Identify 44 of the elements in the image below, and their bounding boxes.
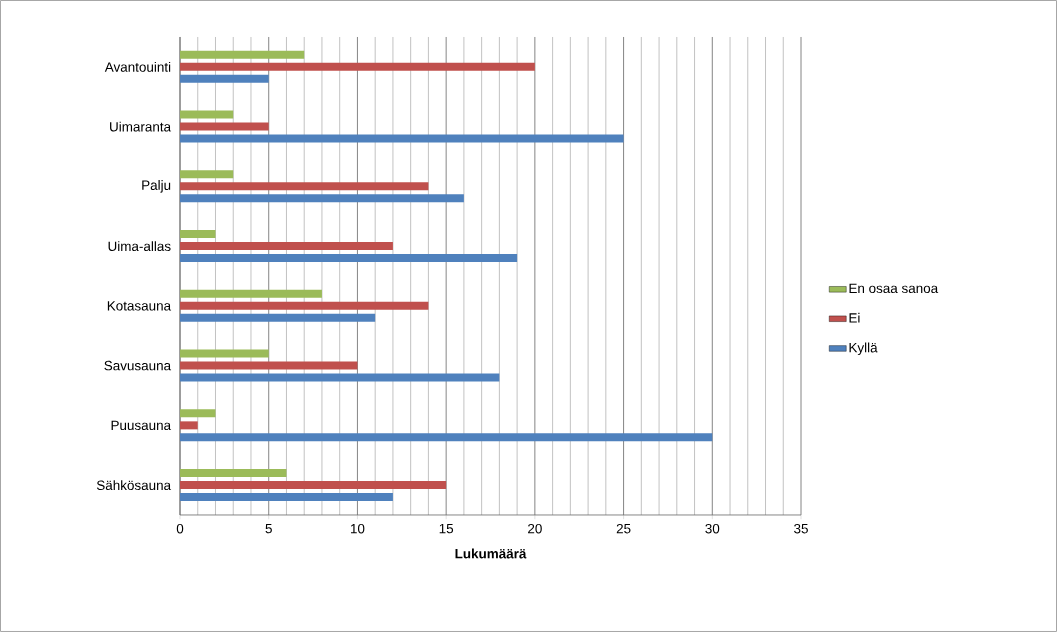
bar: [180, 134, 624, 143]
x-tick-label: 0: [176, 523, 184, 534]
x-axis-title: Lukumäärä: [455, 548, 527, 559]
y-tick-label: Kotasauna: [107, 301, 172, 311]
bar: [180, 74, 269, 83]
y-tick-label: Puusauna: [111, 420, 172, 431]
bar: [180, 421, 198, 430]
bar: [180, 194, 464, 203]
bar: [180, 50, 305, 59]
bar: [180, 254, 518, 263]
x-tick-label: 5: [265, 523, 272, 534]
bar: [180, 349, 269, 358]
bar: [180, 289, 322, 298]
legend-label: En osaa sanoa: [849, 283, 939, 294]
bar: [180, 361, 358, 370]
bar: [180, 373, 500, 382]
y-tick-label: Sähkösauna: [96, 480, 172, 491]
y-tick-label: Uimaranta: [110, 121, 172, 132]
y-tick-label: Avantouinti: [104, 61, 171, 72]
legend-label: Kyllä: [849, 342, 878, 356]
x-tick-label: 30: [705, 523, 720, 534]
bar: [180, 182, 429, 191]
y-tick-label: Uima-allas: [108, 241, 171, 252]
x-tick-label: 20: [528, 523, 542, 534]
bar: [180, 242, 393, 251]
bar: [180, 230, 216, 239]
x-tick-label: 10: [350, 523, 365, 534]
bar: [180, 170, 234, 179]
bar: [180, 110, 234, 119]
bar: [180, 62, 535, 71]
bar: [180, 409, 216, 418]
bar: [180, 481, 447, 490]
bar: [180, 493, 393, 502]
x-tick-label: 25: [616, 523, 631, 534]
x-tick-label: 35: [794, 523, 808, 534]
y-tick-label: Savusauna: [104, 360, 172, 371]
y-tick-label: Palju: [142, 180, 171, 193]
bar: [180, 433, 713, 442]
bar: [180, 469, 287, 478]
bar: [180, 313, 376, 322]
bar: [180, 122, 269, 131]
bar: [180, 301, 429, 310]
legend-label: Ei: [849, 312, 860, 323]
x-tick-label: 15: [439, 523, 454, 534]
